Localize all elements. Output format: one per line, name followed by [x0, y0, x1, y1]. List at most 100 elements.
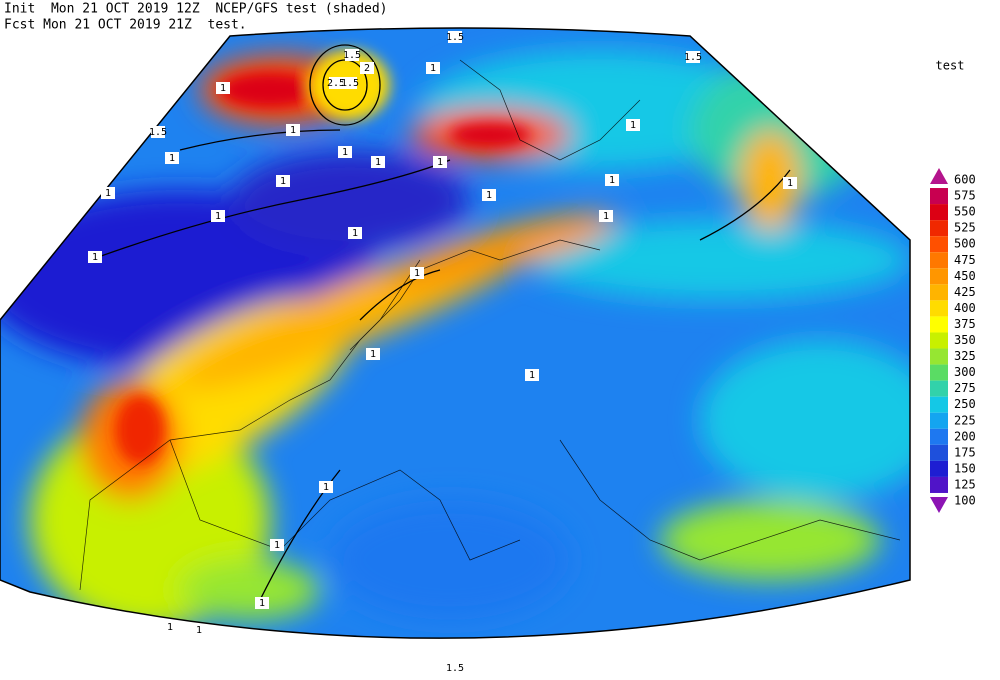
colorbar-label: 125: [954, 477, 976, 491]
legend-title: test: [936, 59, 965, 73]
contour-label: 1: [603, 211, 609, 222]
contour-label: 1: [169, 153, 175, 164]
contour-label-bg: [433, 156, 447, 168]
colorbar-swatch: [930, 396, 948, 413]
colorbar-label: 325: [954, 349, 976, 363]
colorbar-swatch: [930, 380, 948, 397]
colorbar-swatch: [930, 412, 948, 429]
contour-label-bg: [270, 539, 284, 551]
contour-label: 1.5: [341, 78, 359, 89]
contour-label-bg: [165, 152, 179, 164]
colorbar-swatch: [930, 332, 948, 349]
header-line: Fcst Mon 21 OCT 2019 21Z test.: [4, 18, 247, 33]
contour-label: 1: [370, 349, 376, 360]
contour-label: 1: [342, 147, 348, 158]
contour-label-bg: [371, 156, 385, 168]
colorbar-label: 100: [954, 494, 976, 508]
colorbar-swatch: [930, 476, 948, 493]
contour-label-bg: [366, 348, 380, 360]
colorbar-label: 300: [954, 365, 976, 379]
contour-label: 1: [196, 625, 202, 636]
contour-label-bg: [448, 31, 462, 43]
contour-label: 1: [167, 622, 173, 633]
contour-label-bg: [482, 189, 496, 201]
contour-label-bg: [686, 51, 700, 63]
contour-label: 1: [259, 598, 265, 609]
contour-label-bg: [599, 210, 613, 222]
contour-label-bg: [101, 187, 115, 199]
header-line: Init Mon 21 OCT 2019 12Z NCEP/GFS test (…: [4, 2, 388, 17]
contour-label: 2: [364, 63, 370, 74]
contour-label: 1.5: [343, 50, 361, 61]
contour-label-bg: [343, 77, 357, 89]
contour-label-bg: [216, 82, 230, 94]
contour-label: 1: [215, 211, 221, 222]
contour-label-bg: [286, 124, 300, 136]
contour-label: 1: [105, 188, 111, 199]
colorbar-cap: [930, 497, 948, 513]
colorbar-label: 550: [954, 205, 976, 219]
contour-label-bg: [783, 177, 797, 189]
contour-label-bg: [192, 624, 206, 636]
colorbar-swatch: [930, 348, 948, 365]
contour-label-bg: [88, 251, 102, 263]
colorbar-swatch: [930, 316, 948, 333]
colorbar-swatch: [930, 428, 948, 445]
colorbar-swatch: [930, 268, 948, 285]
contour-label: 1: [220, 83, 226, 94]
colorbar-swatch: [930, 188, 948, 205]
colorbar-label: 375: [954, 317, 976, 331]
contour-label: 1: [414, 268, 420, 279]
colorbar-label: 350: [954, 333, 976, 347]
contour-label: 1: [375, 157, 381, 168]
colorbar-swatch: [930, 460, 948, 477]
colorbar-label: 150: [954, 461, 976, 475]
contour-label-bg: [626, 119, 640, 131]
contour-label: 1: [437, 157, 443, 168]
colorbar-label: 225: [954, 413, 976, 427]
contour-label-bg: [338, 146, 352, 158]
colorbar-swatch: [930, 284, 948, 301]
contour-label-bg: [348, 227, 362, 239]
coastlines: [79, 59, 901, 591]
contour-label: 1: [529, 370, 535, 381]
contour-label-bg: [276, 175, 290, 187]
colorbar-label: 200: [954, 429, 976, 443]
contour-label-bg: [151, 126, 165, 138]
colorbar-cap: [930, 168, 948, 184]
contour-label: 1: [274, 540, 280, 551]
contour-label: 1: [280, 176, 286, 187]
contour-label-bg: [605, 174, 619, 186]
map-border: [0, 27, 911, 639]
colorbar-label: 475: [954, 253, 976, 267]
contour-label: 1: [609, 175, 615, 186]
shaded-field: [0, 28, 910, 639]
colorbar-swatch: [930, 204, 948, 221]
contour-label: 1: [486, 190, 492, 201]
colorbar-label: 500: [954, 237, 976, 251]
contour-label-bg: [319, 481, 333, 493]
colorbar-swatch: [930, 236, 948, 253]
colorbar-swatch: [930, 220, 948, 237]
contour-label: 1.5: [446, 663, 464, 674]
contour-label-bg: [255, 597, 269, 609]
colorbar-label: 275: [954, 381, 976, 395]
colorbar-label: 250: [954, 397, 976, 411]
colorbar-label: 425: [954, 285, 976, 299]
colorbar-label: 600: [954, 173, 976, 187]
contour-label: 1: [290, 125, 296, 136]
colorbar-label: 175: [954, 445, 976, 459]
contour-label: 1: [352, 228, 358, 239]
contour-label-bg: [211, 210, 225, 222]
contour-label: 1: [430, 63, 436, 74]
contour-label: 1.5: [684, 52, 702, 63]
contour-label-bg: [525, 369, 539, 381]
contour-label-bg: [448, 662, 462, 674]
contour-label: 1.5: [446, 32, 464, 43]
colorbar-label: 525: [954, 221, 976, 235]
colorbar-swatch: [930, 300, 948, 317]
colorbar-label: 450: [954, 269, 976, 283]
